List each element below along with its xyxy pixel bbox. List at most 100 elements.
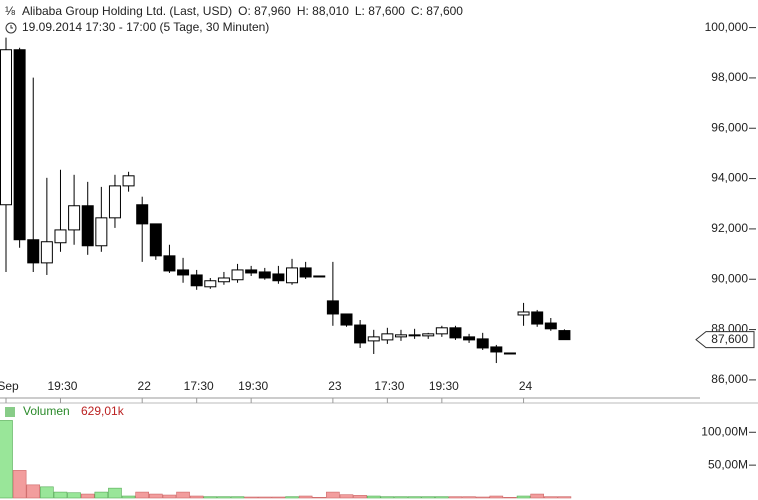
clock-icon: [5, 22, 17, 34]
volume-bar: [353, 495, 367, 499]
y-tick-label: 92,000: [711, 221, 748, 235]
volume-bar: [312, 497, 327, 499]
volume-bar: [326, 491, 340, 499]
candle-body: [435, 327, 448, 335]
y-tick-label: 86,000: [711, 372, 748, 386]
candle-body: [517, 311, 530, 316]
volume-bar: [339, 494, 354, 499]
x-tick-label: 17:30: [184, 379, 214, 393]
candle-body: [68, 205, 81, 231]
volume-bar: [462, 496, 476, 499]
candle-body: [231, 269, 244, 281]
volume-bar: [94, 491, 109, 499]
volume-bar: [557, 496, 572, 499]
volume-bar: [435, 496, 449, 499]
volume-bar: [135, 491, 149, 499]
volume-bar: [230, 496, 245, 499]
volume-bar: [40, 486, 54, 499]
candle-body: [531, 311, 544, 325]
y-tick-label: 94,000: [711, 171, 748, 185]
y-tick-label: 100,00M: [701, 424, 748, 438]
candle-body: [54, 229, 67, 244]
quote: C: 87,600: [411, 4, 463, 18]
volume-bar: [67, 492, 81, 499]
title: Alibaba Group Holding Ltd. (Last, USD): [22, 4, 232, 18]
x-tick-label: 17:30: [374, 379, 404, 393]
candle-body: [354, 324, 367, 344]
candle-body: [490, 346, 503, 353]
volume-bar: [108, 487, 122, 499]
volume-bar: [271, 496, 286, 499]
volume-bar: [475, 496, 490, 499]
volume-bar: [530, 493, 544, 499]
x-tick-label: 19:30: [47, 379, 77, 393]
volume-bar: [203, 496, 218, 499]
x-tick-label: Sep: [0, 379, 19, 393]
x-tick-label: 19:30: [238, 379, 268, 393]
volume-bar: [176, 491, 190, 499]
candle-body: [13, 49, 26, 241]
candle-body: [149, 223, 162, 257]
candle-body: [313, 275, 326, 278]
candle-body: [558, 330, 571, 341]
candle-body: [245, 269, 258, 274]
candle-body: [476, 338, 489, 349]
x-tick-label: 22: [138, 379, 152, 393]
volume-bar: [421, 496, 436, 499]
candle-body: [326, 300, 339, 315]
y-tick-label: 50,00M: [708, 457, 748, 471]
candle-body: [81, 205, 94, 247]
candle-body: [217, 277, 230, 283]
x-tick-label: 19:30: [429, 379, 459, 393]
volume-bar: [26, 484, 41, 499]
volume-bar: [285, 496, 299, 499]
volume-bar: [543, 496, 558, 499]
volume-bar: [244, 496, 258, 499]
volume-total: 629,01k: [81, 404, 125, 418]
chart-subtitle: 19.09.2014 17:30 - 17:00 (5 Tage, 30 Min…: [22, 20, 269, 34]
candle-body: [299, 267, 312, 278]
volume-bar: [394, 496, 408, 499]
candle-body: [449, 327, 462, 339]
candle-body: [40, 241, 53, 264]
quote: O: 87,960: [238, 4, 291, 18]
last-price-marker: [695, 331, 755, 349]
candle-body: [108, 185, 121, 219]
candle-body: [27, 239, 40, 264]
clock-icon: [10, 25, 13, 29]
volume-bar: [503, 497, 517, 499]
candle-body: [422, 333, 435, 337]
y-tick-label: 98,000: [711, 70, 748, 84]
candle-body: [367, 336, 380, 342]
x-tick-label: 23: [328, 379, 342, 393]
quote: L: 87,600: [355, 4, 405, 18]
candle-body: [286, 267, 299, 284]
volume-bar: [80, 493, 95, 499]
candle-body: [381, 333, 394, 341]
volume-bar: [12, 470, 27, 499]
candle-body: [340, 313, 353, 326]
candle-body: [190, 274, 203, 287]
volume-bar: [489, 495, 504, 499]
candle-body: [0, 49, 12, 206]
candle-body: [394, 334, 407, 338]
volume-bar: [121, 495, 136, 499]
volume-bar: [149, 493, 163, 499]
volume-bar: [189, 495, 204, 499]
volume-bar: [257, 496, 272, 499]
x-tick-label: 24: [519, 379, 533, 393]
candle-body: [503, 352, 516, 355]
candle-body: [258, 271, 271, 279]
volume-bar: [53, 491, 68, 499]
candle-body: [177, 269, 190, 276]
volume-icon: [5, 407, 15, 417]
y-tick-label: 96,000: [711, 120, 748, 134]
candle-body: [95, 217, 108, 247]
chart-icon: ⅛: [5, 4, 16, 18]
volume-title: Volumen: [23, 404, 70, 418]
candle-body: [204, 280, 217, 288]
candle-body: [122, 175, 135, 187]
